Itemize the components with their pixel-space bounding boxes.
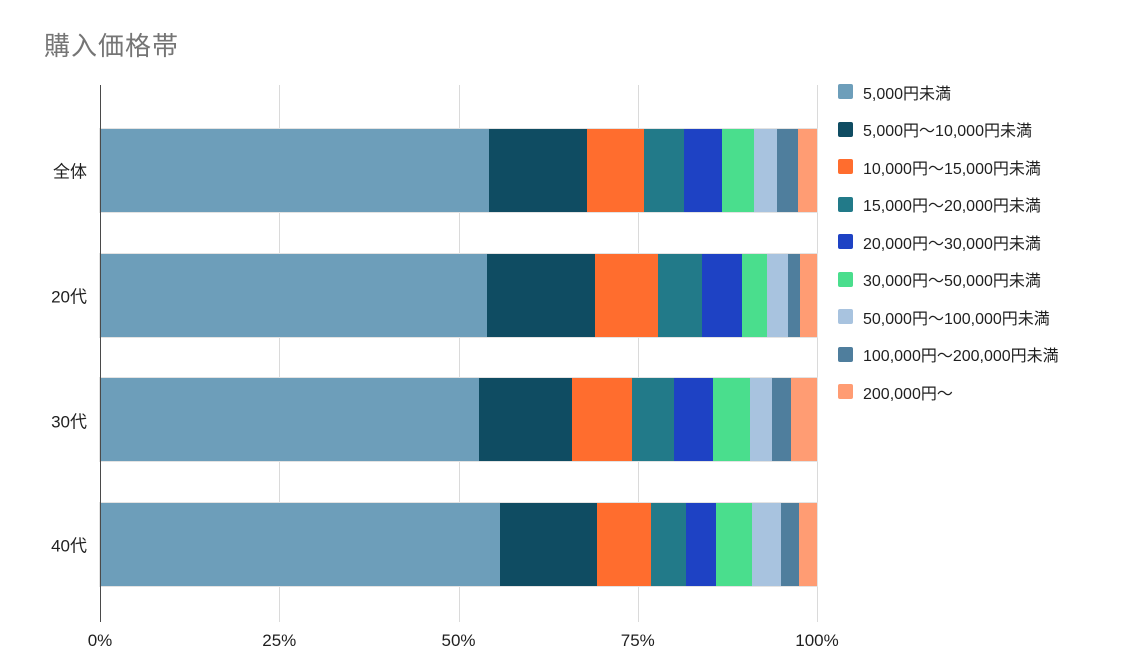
bar-segment[interactable] [686,502,716,586]
chart-row: 30代 [51,357,818,482]
bar-segment[interactable] [500,502,597,586]
legend-swatch [838,234,853,249]
bar-segment[interactable] [100,378,479,462]
bar-segment[interactable] [797,128,817,212]
bar-segment[interactable] [644,128,685,212]
chart-row: 全体 [53,108,818,233]
bar-segment[interactable] [673,378,713,462]
chart-row: 20代 [51,233,818,358]
stacked-bar [99,501,818,587]
bar-segment[interactable] [799,253,817,337]
x-tick-label: 100% [795,631,839,650]
legend-swatch [838,196,853,212]
bar-segment[interactable] [572,378,632,462]
bar-segment[interactable] [595,253,658,337]
chart-row: 40代 [51,482,818,607]
bar-segment[interactable] [487,253,596,337]
legend-swatch [838,159,853,174]
legend-swatch [838,121,853,137]
bar-segment[interactable] [100,253,488,337]
legend-item[interactable]: 100,000円〜200,000円未満 [838,346,1059,365]
bar-segment[interactable] [684,128,723,212]
legend-swatch [838,309,853,324]
x-tick-label: 0% [87,631,113,650]
legend-swatch [838,84,853,99]
bar-segment[interactable] [722,128,754,212]
legend-item[interactable]: 200,000円〜 [838,384,1059,403]
category-label: 40代 [51,536,87,556]
legend-label: 100,000円〜200,000円未満 [863,348,1059,365]
legend: 5,000円未満 5,000円〜10,000円未満 10,000円〜15,000円未… [838,84,1059,422]
legend-item[interactable]: 5,000円未満 [838,84,1059,103]
bar-segment[interactable] [741,253,767,337]
legend-item[interactable]: 5,000円〜10,000円未満 [838,121,1059,140]
stacked-bar [99,252,818,338]
bar-segment[interactable] [657,253,702,337]
legend-label: 10,000円〜15,000円未満 [863,160,1041,178]
bar-segment[interactable] [701,253,742,337]
bar-segment[interactable] [488,128,587,212]
bar-segment[interactable] [100,502,501,586]
x-axis-ticks: 0% 25% 50% 75% 100% [88,631,839,653]
legend-label: 200,000円〜 [863,385,953,403]
stacked-bar [99,377,818,463]
gridline [817,85,818,622]
y-axis-line [100,85,101,622]
bar-segment[interactable] [651,502,687,586]
legend-item[interactable]: 10,000円〜15,000円未満 [838,159,1059,178]
legend-label: 50,000円〜100,000円未満 [863,310,1050,328]
legend-label: 15,000円〜20,000円未満 [863,198,1041,215]
gridline [279,85,281,622]
bar-segment[interactable] [750,378,773,462]
legend-label: 30,000円〜50,000円未満 [863,273,1041,290]
gridline [458,85,460,622]
legend-item[interactable]: 50,000円〜100,000円未満 [838,309,1059,328]
legend-item[interactable]: 30,000円〜50,000円未満 [838,271,1059,290]
legend-label: 20,000円〜30,000円未満 [863,235,1041,253]
category-label: 30代 [51,412,87,432]
legend-item[interactable]: 15,000円〜20,000円未満 [838,196,1059,215]
bar-segment[interactable] [100,128,489,212]
legend-swatch [838,384,853,399]
plot-area: 全体 20代 30代 40代 [51,85,818,622]
bar-segment[interactable] [772,378,792,462]
bar-segment[interactable] [631,378,674,462]
bar-segment[interactable] [766,253,788,337]
legend-label: 5,000円〜10,000円未満 [863,123,1032,140]
bar-segment[interactable] [787,253,800,337]
legend-swatch [838,346,853,362]
bar-segment[interactable] [478,378,573,462]
legend-swatch [838,271,853,287]
bar-segment[interactable] [586,128,645,212]
chart-title: 購入価格帯 [44,31,180,61]
stacked-bar [99,127,818,213]
x-tick-label: 25% [262,631,297,650]
bar-segment[interactable] [751,502,782,586]
bar-segment[interactable] [712,378,751,462]
legend-item[interactable]: 20,000円〜30,000円未満 [838,234,1059,253]
bar-segment[interactable] [753,128,777,212]
bar-segment[interactable] [776,128,798,212]
bar-rows: 全体 20代 30代 40代 [51,108,818,607]
x-tick-label: 50% [441,631,476,650]
bar-segment[interactable] [715,502,752,586]
legend-label: 5,000円未満 [863,85,952,103]
bar-segment[interactable] [781,502,800,586]
x-tick-label: 75% [620,631,655,650]
gridline [637,85,639,622]
category-label: 全体 [53,162,87,182]
bar-segment[interactable] [596,502,652,586]
bar-segment[interactable] [799,502,817,586]
category-label: 20代 [51,287,87,307]
bar-segment[interactable] [791,378,817,462]
